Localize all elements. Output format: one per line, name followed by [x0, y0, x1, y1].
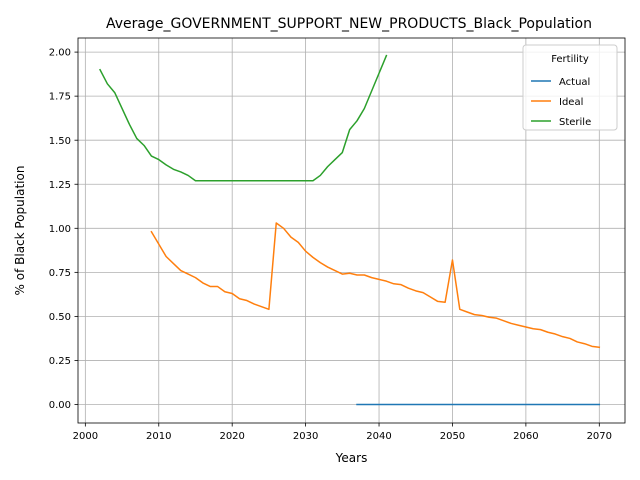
x-tick-label: 2000 [73, 431, 98, 442]
y-tick-label: 1.25 [49, 180, 71, 191]
x-tick-label: 2050 [440, 431, 465, 442]
y-tick-label: 2.00 [49, 48, 71, 59]
plot-area-frame [77, 37, 626, 424]
x-tick-label: 2060 [513, 431, 538, 442]
x-tick-label: 2020 [219, 431, 244, 442]
x-tick-label: 2040 [366, 431, 391, 442]
chart-title: Average_GOVERNMENT_SUPPORT_NEW_PRODUCTS_… [106, 16, 592, 32]
series-line-sterile [99, 54, 388, 182]
grid [78, 38, 625, 423]
y-tick-label: 0.00 [49, 400, 71, 411]
x-axis: 2000 2010 2020 2030 2040 2050 2060 2070 [73, 423, 612, 442]
legend-box [522, 44, 618, 131]
x-tick-label: 2030 [293, 431, 318, 442]
series-line-ideal [150, 222, 601, 349]
plot-lines [99, 54, 601, 406]
legend-title: Fertility [551, 54, 589, 65]
legend-label-sterile: Sterile [559, 117, 591, 128]
y-tick-label: 0.50 [49, 312, 71, 323]
x-axis-label: Years [335, 451, 368, 465]
legend-label-actual: Actual [559, 77, 590, 88]
legend: Fertility Actual Ideal Sterile [522, 44, 618, 131]
y-tick-label: 1.75 [49, 92, 71, 103]
y-axis-label: % of Black Population [13, 166, 27, 296]
x-tick-label: 2010 [146, 431, 171, 442]
y-tick-label: 1.00 [49, 224, 71, 235]
x-tick-label: 2070 [587, 431, 612, 442]
legend-label-ideal: Ideal [559, 97, 583, 108]
y-tick-label: 1.50 [49, 136, 71, 147]
y-tick-label: 0.25 [49, 356, 71, 367]
y-axis: 0.00 0.25 0.50 0.75 1.00 1.25 1.50 1.75 2.00 [49, 48, 78, 411]
y-tick-label: 0.75 [49, 268, 71, 279]
